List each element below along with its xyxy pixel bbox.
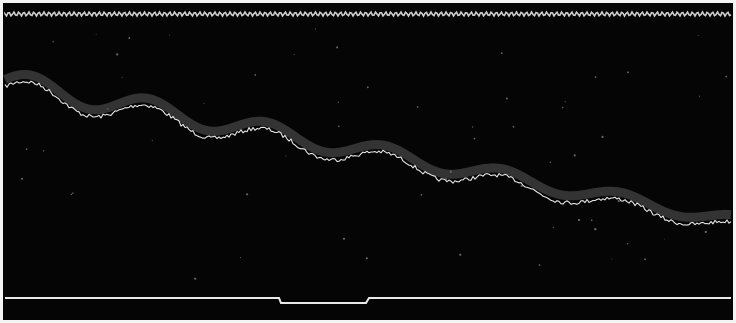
speck bbox=[337, 125, 340, 128]
speck bbox=[561, 106, 564, 109]
speck bbox=[342, 237, 346, 240]
speck bbox=[538, 264, 541, 266]
oscillation-trace bbox=[4, 80, 732, 226]
speck bbox=[95, 33, 97, 35]
speck bbox=[601, 135, 604, 138]
speck bbox=[573, 154, 576, 157]
speck bbox=[611, 258, 613, 260]
timing-wave bbox=[4, 10, 732, 18]
speck bbox=[473, 137, 476, 140]
speck bbox=[445, 178, 448, 180]
speck bbox=[449, 170, 452, 173]
speck bbox=[520, 184, 523, 187]
speck bbox=[549, 161, 552, 164]
speck bbox=[285, 155, 287, 157]
speck bbox=[617, 200, 620, 203]
speck bbox=[314, 28, 316, 30]
speck bbox=[594, 228, 597, 231]
speck bbox=[246, 193, 249, 196]
speck bbox=[416, 106, 419, 108]
speck bbox=[42, 150, 45, 152]
speck bbox=[626, 243, 629, 245]
speck bbox=[725, 75, 728, 78]
speck bbox=[594, 76, 597, 78]
speck bbox=[203, 102, 205, 104]
speck bbox=[420, 194, 423, 196]
speck bbox=[35, 83, 37, 85]
speck bbox=[663, 238, 665, 240]
film bbox=[3, 3, 733, 320]
speck bbox=[366, 86, 369, 89]
speck bbox=[128, 37, 131, 39]
speck bbox=[627, 71, 629, 74]
film-specks bbox=[20, 28, 728, 280]
speck bbox=[698, 95, 701, 97]
speck bbox=[70, 193, 73, 196]
speck bbox=[644, 258, 646, 261]
speck bbox=[169, 34, 171, 36]
speck bbox=[25, 148, 28, 151]
speck bbox=[552, 226, 555, 228]
speck bbox=[20, 177, 24, 180]
speck bbox=[697, 35, 699, 36]
speck bbox=[564, 101, 566, 103]
speck bbox=[471, 126, 474, 128]
baseline-trace bbox=[5, 297, 731, 304]
speck bbox=[336, 46, 339, 49]
speck bbox=[121, 76, 123, 78]
speck bbox=[512, 125, 515, 128]
speck bbox=[500, 52, 503, 55]
speck bbox=[194, 277, 197, 280]
speck bbox=[52, 41, 54, 43]
speck bbox=[239, 257, 242, 259]
trace-glow bbox=[2, 70, 734, 222]
speck bbox=[459, 253, 462, 256]
speck bbox=[116, 53, 119, 56]
speck bbox=[151, 139, 153, 141]
speck bbox=[293, 53, 295, 56]
speck bbox=[337, 101, 339, 103]
speck bbox=[704, 230, 707, 234]
speck bbox=[365, 257, 368, 260]
speck bbox=[107, 108, 109, 110]
speck bbox=[590, 219, 593, 222]
speck bbox=[577, 218, 581, 222]
speck bbox=[254, 74, 257, 76]
speck bbox=[72, 192, 74, 194]
speck bbox=[505, 97, 508, 100]
